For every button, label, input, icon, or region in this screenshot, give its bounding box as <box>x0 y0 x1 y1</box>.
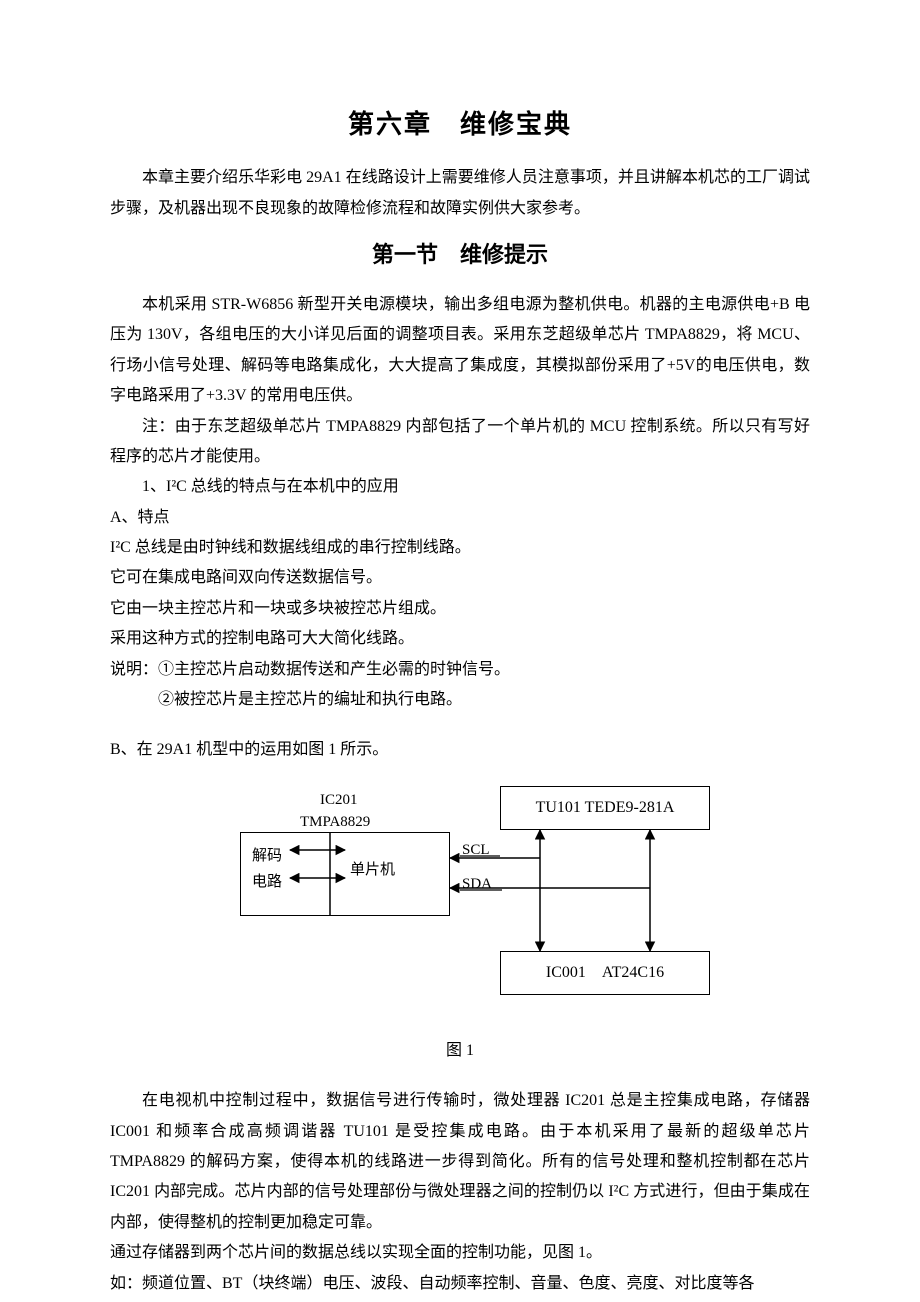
figure-1-diagram: IC201 TMPA8829 TU101 TEDE9-281A 解码 电路 单片… <box>210 786 710 1026</box>
body-note: 注：由于东芝超级单芯片 TMPA8829 内部包括了一个单片机的 MCU 控制系… <box>110 412 810 473</box>
body-A-line2: 它可在集成电路间双向传送数据信号。 <box>110 563 810 593</box>
body-paragraph-1: 本机采用 STR-W6856 新型开关电源模块，输出多组电源为整机供电。机器的主… <box>110 290 810 412</box>
intro-paragraph: 本章主要介绍乐华彩电 29A1 在线路设计上需要维修人员注意事项，并且讲解本机芯… <box>110 163 810 224</box>
after-paragraph-3: 如：频道位置、BT（块终端）电压、波段、自动频率控制、音量、色度、亮度、对比度等… <box>110 1269 810 1299</box>
after-paragraph-2: 通过存储器到两个芯片间的数据总线以实现全面的控制功能，见图 1。 <box>110 1238 810 1268</box>
after-paragraph-1: 在电视机中控制过程中，数据信号进行传输时，微处理器 IC201 总是主控集成电路… <box>110 1086 810 1238</box>
body-A-line1: I²C 总线是由时钟线和数据线组成的串行控制线路。 <box>110 533 810 563</box>
decode-text-1: 解码 <box>252 842 282 871</box>
sda-label: SDA <box>462 870 492 899</box>
body-A-line6: ②被控芯片是主控芯片的编址和执行电路。 <box>110 685 810 715</box>
tu101-label: TU101 TEDE9-281A <box>536 793 675 823</box>
body-A-line4: 采用这种方式的控制电路可大大简化线路。 <box>110 624 810 654</box>
body-section-B: B、在 29A1 机型中的运用如图 1 所示。 <box>110 735 810 765</box>
section-title: 第一节 维修提示 <box>110 234 810 276</box>
mcu-text: 单片机 <box>350 856 395 885</box>
figure-1-caption: 图 1 <box>110 1036 810 1066</box>
chapter-title: 第六章 维修宝典 <box>110 100 810 149</box>
scl-label: SCL <box>462 836 490 865</box>
body-A-line3: 它由一块主控芯片和一块或多块被控芯片组成。 <box>110 594 810 624</box>
ic001-label: IC001 AT24C16 <box>546 958 664 988</box>
body-A-line5: 说明：①主控芯片启动数据传送和产生必需的时钟信号。 <box>110 655 810 685</box>
body-section-A: A、特点 <box>110 503 810 533</box>
body-numbered-1: 1、I²C 总线的特点与在本机中的应用 <box>110 472 810 502</box>
decode-text-2: 电路 <box>252 868 282 897</box>
